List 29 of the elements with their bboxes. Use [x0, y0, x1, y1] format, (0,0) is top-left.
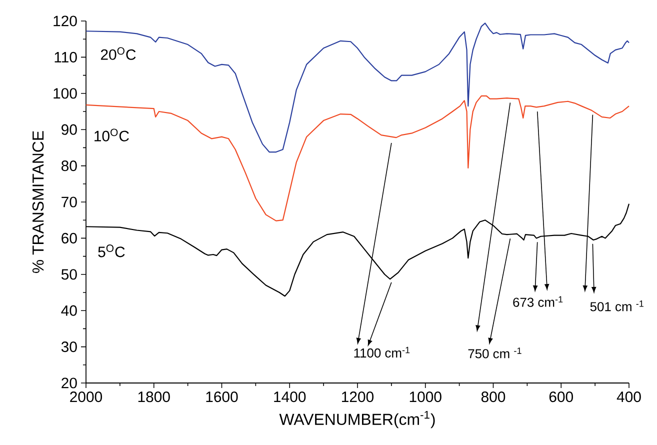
annotation: 750 cm $^{-1}$: [468, 348, 522, 358]
x-tick-label: 600: [549, 392, 573, 402]
annotation: 1100 cm$^{-1}$: [354, 346, 410, 358]
y-tick-label: 110: [54, 52, 77, 62]
y-tick-label: 20: [62, 378, 77, 388]
x-tick-label: 1800: [138, 392, 170, 402]
y-tick-label: 100: [54, 88, 77, 99]
series-label: 5$^{O}$C: [98, 244, 125, 258]
y-tick-label: 70: [62, 196, 77, 208]
x-tick-label: 1200: [342, 392, 374, 402]
y-tick-label: 60: [62, 232, 77, 244]
series-label: 10$^{O}$C: [94, 128, 129, 142]
y-tick-label: 80: [62, 160, 77, 172]
annotation: 673 cm$^{-1}$: [513, 296, 563, 307]
x-tick-label: 1400: [274, 392, 306, 402]
y-tick-label: 120: [54, 16, 77, 26]
x-tick-label: 400: [616, 392, 641, 402]
x-tick-label: 2000: [70, 392, 102, 402]
y-tick-label: 30: [61, 342, 77, 352]
y-tick-label: 50: [61, 269, 77, 280]
x-tick-label: 800: [481, 392, 506, 402]
y-tick-label: 90: [62, 124, 77, 135]
annotation: 501 cm $^{-1}$: [590, 300, 644, 312]
y-tick-label: 40: [61, 305, 77, 316]
x-axis-title: WAVENUMBER(cm$^{-1}$): [279, 410, 435, 428]
y-axis-title: % TRANSMITANCE: [32, 131, 44, 274]
x-tick-label: 1000: [410, 392, 442, 402]
x-tick-label: 1600: [206, 392, 238, 402]
series-label: 20$^{O}$C: [100, 47, 136, 60]
